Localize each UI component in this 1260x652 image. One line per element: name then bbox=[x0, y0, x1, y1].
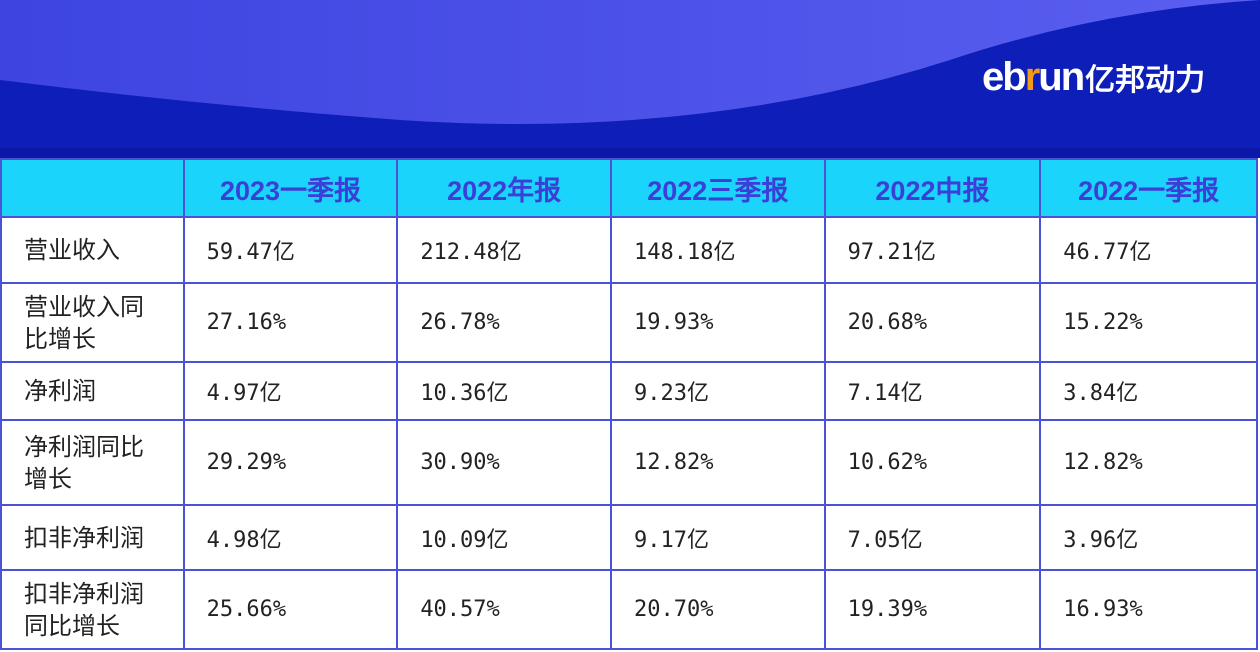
row-label: 营业收入同比增长 bbox=[0, 282, 185, 363]
row-label: 营业收入 bbox=[0, 216, 185, 284]
row-label: 扣非净利润同比增长 bbox=[0, 569, 185, 650]
table-cell: 10.09亿 bbox=[396, 504, 612, 571]
table-row: 营业收入 59.47亿 212.48亿 148.18亿 97.21亿 46.77亿 bbox=[0, 216, 1258, 284]
row-label: 净利润 bbox=[0, 361, 185, 421]
table-cell: 25.66% bbox=[182, 569, 399, 650]
column-header: 2023一季报 bbox=[182, 158, 399, 218]
column-header: 2022三季报 bbox=[609, 158, 826, 218]
table-cell: 12.82% bbox=[1039, 419, 1258, 506]
table-cell: 9.23亿 bbox=[609, 361, 826, 421]
table-cell: 15.22% bbox=[1039, 282, 1258, 363]
table-cell: 40.57% bbox=[396, 569, 612, 650]
table-cell: 7.14亿 bbox=[823, 361, 1042, 421]
row-label: 净利润同比增长 bbox=[0, 419, 185, 506]
table-cell: 3.84亿 bbox=[1039, 361, 1258, 421]
table-cell: 29.29% bbox=[182, 419, 399, 506]
column-header bbox=[0, 158, 185, 218]
table-row: 扣非净利润同比增长 25.66% 40.57% 20.70% 19.39% 16.93% bbox=[0, 569, 1258, 650]
table-cell: 46.77亿 bbox=[1039, 216, 1258, 284]
table-cell: 12.82% bbox=[609, 419, 826, 506]
table-cell: 97.21亿 bbox=[823, 216, 1042, 284]
table-cell: 59.47亿 bbox=[182, 216, 399, 284]
financial-table: 2023一季报 2022年报 2022三季报 2022中报 2022一季报 营业收入 59… bbox=[0, 158, 1258, 650]
table-cell: 19.39% bbox=[823, 569, 1042, 650]
column-header: 2022一季报 bbox=[1039, 158, 1258, 218]
column-header: 2022年报 bbox=[396, 158, 612, 218]
table-cell: 16.93% bbox=[1039, 569, 1258, 650]
table-cell: 30.90% bbox=[396, 419, 612, 506]
row-label: 扣非净利润 bbox=[0, 504, 185, 571]
table-cell: 4.98亿 bbox=[182, 504, 399, 571]
table-cell: 19.93% bbox=[609, 282, 826, 363]
table-cell: 20.68% bbox=[823, 282, 1042, 363]
table-cell: 4.97亿 bbox=[182, 361, 399, 421]
table-cell: 9.17亿 bbox=[609, 504, 826, 571]
table-cell: 20.70% bbox=[609, 569, 826, 650]
header-row: 2023一季报 2022年报 2022三季报 2022中报 2022一季报 bbox=[0, 158, 1258, 218]
table-row: 净利润同比增长 29.29% 30.90% 12.82% 10.62% 12.82% bbox=[0, 419, 1258, 506]
table-cell: 7.05亿 bbox=[823, 504, 1042, 571]
table-row: 扣非净利润 4.98亿 10.09亿 9.17亿 7.05亿 3.96亿 bbox=[0, 504, 1258, 571]
table-cell: 27.16% bbox=[182, 282, 399, 363]
table-cell: 212.48亿 bbox=[396, 216, 612, 284]
table-cell: 26.78% bbox=[396, 282, 612, 363]
table-cell: 10.36亿 bbox=[396, 361, 612, 421]
table-row: 净利润 4.97亿 10.36亿 9.23亿 7.14亿 3.84亿 bbox=[0, 361, 1258, 421]
column-header: 2022中报 bbox=[823, 158, 1042, 218]
table-cell: 10.62% bbox=[823, 419, 1042, 506]
banner-wave bbox=[0, 0, 1260, 158]
table-cell: 148.18亿 bbox=[609, 216, 826, 284]
table-cell: 3.96亿 bbox=[1039, 504, 1258, 571]
table-row: 营业收入同比增长 27.16% 26.78% 19.93% 20.68% 15.22% bbox=[0, 282, 1258, 363]
banner: ebrun亿邦动力 bbox=[0, 0, 1260, 158]
ebrun-logo: ebrun亿邦动力 bbox=[982, 55, 1206, 99]
